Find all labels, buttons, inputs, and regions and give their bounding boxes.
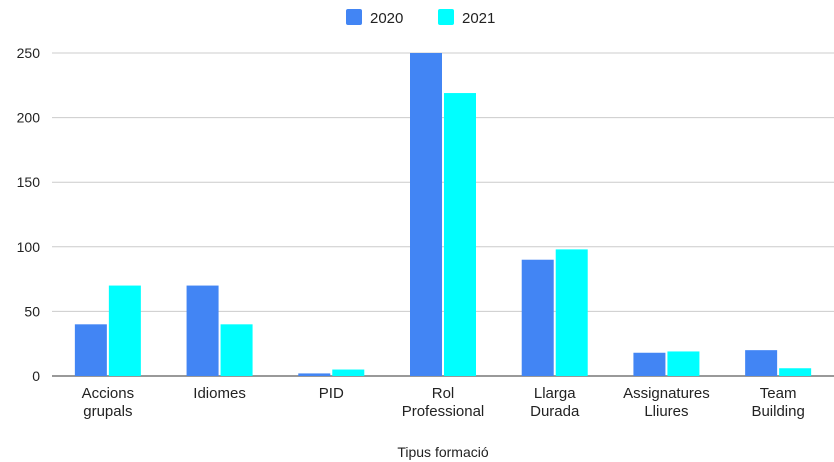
legend-label-2021: 2021: [462, 10, 495, 27]
legend-swatch-2020: [346, 9, 362, 25]
category-label: Accions: [82, 385, 135, 402]
category-label: grupals: [83, 403, 132, 420]
gridlines: [52, 52, 834, 377]
bar-2021-llarga-durada: [555, 249, 588, 376]
category-label: PID: [319, 385, 344, 402]
category-label: Assignatures: [623, 385, 710, 402]
legend: 2020 2021: [346, 9, 495, 27]
y-tick-label: 200: [17, 110, 41, 126]
category-label: Building: [751, 403, 804, 420]
x-axis-title: Tipus formació: [397, 444, 489, 460]
bar-2021-assignatures-lliures: [667, 351, 700, 376]
category-label: Rol: [432, 385, 455, 402]
category-label: Durada: [530, 403, 580, 420]
category-label: Professional: [402, 403, 485, 420]
bar-2021-idiomes: [220, 324, 253, 376]
category-label: Lliures: [644, 403, 688, 420]
legend-swatch-2021: [438, 9, 454, 25]
bar-2020-accions-grupals: [74, 324, 107, 376]
bar-2021-rol-professional: [444, 93, 476, 376]
bar-2020-rol-professional: [410, 53, 442, 376]
y-tick-label: 50: [24, 303, 40, 319]
bars: [74, 53, 812, 376]
bar-2021-accions-grupals: [108, 285, 141, 376]
category-label: Llarga: [534, 385, 576, 402]
y-tick-label: 150: [17, 174, 41, 190]
legend-label-2020: 2020: [370, 10, 403, 27]
bar-2020-assignatures-lliures: [633, 352, 666, 376]
bar-2020-pid: [298, 373, 331, 376]
y-tick-labels: 0 50 100 150 200 250: [17, 45, 41, 384]
bar-2020-idiomes: [186, 285, 219, 376]
y-tick-label: 250: [17, 45, 41, 61]
y-tick-label: 100: [17, 239, 41, 255]
bar-2021-pid: [332, 369, 365, 376]
category-label: Idiomes: [193, 385, 246, 402]
bar-2020-team-building: [745, 350, 778, 376]
category-label: Team: [760, 385, 797, 402]
bar-2021-team-building: [779, 368, 812, 376]
y-tick-label: 0: [32, 368, 40, 384]
bar-2020-llarga-durada: [521, 259, 554, 376]
